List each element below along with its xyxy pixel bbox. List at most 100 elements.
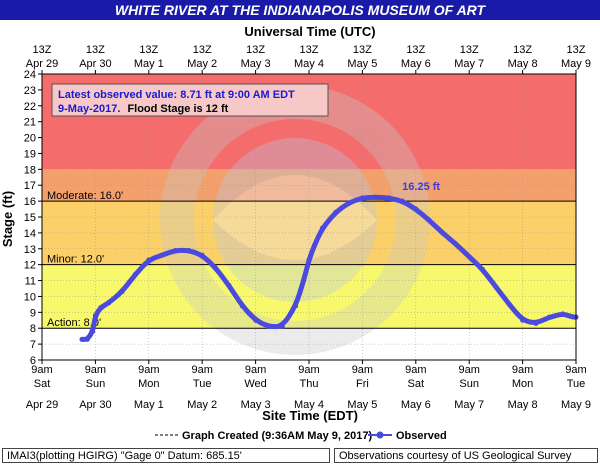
top-tick-date: May 5 xyxy=(347,58,377,70)
top-tick-date: May 2 xyxy=(187,58,217,70)
observed-point xyxy=(79,336,85,342)
top-tick-date: May 8 xyxy=(508,58,538,70)
observed-point xyxy=(319,225,325,231)
y-tick-label: 10 xyxy=(24,291,36,303)
observed-point xyxy=(301,278,307,284)
top-tick-date: May 3 xyxy=(241,58,271,70)
top-axis-title: Universal Time (UTC) xyxy=(244,24,375,39)
observed-point xyxy=(311,243,317,249)
observed-point xyxy=(480,266,486,272)
top-tick-time: 13Z xyxy=(353,44,372,56)
top-tick-date: Apr 30 xyxy=(79,58,111,70)
latest-value-date: 9-May-2017. xyxy=(58,103,120,115)
bottom-tick-time: 9am xyxy=(31,364,52,376)
y-tick-label: 13 xyxy=(24,244,36,256)
y-tick-label: 6 xyxy=(30,355,36,367)
observed-point xyxy=(560,311,566,317)
bottom-tick-time: 9am xyxy=(512,364,533,376)
y-tick-label: 11 xyxy=(25,276,36,288)
observed-point xyxy=(386,195,392,201)
observed-point xyxy=(565,313,571,319)
legend-graph-created: Graph Created (9:36AM May 9, 2017) xyxy=(182,430,372,442)
threshold-label: Moderate: 16.0' xyxy=(47,190,123,202)
top-tick-date: May 1 xyxy=(134,58,164,70)
observed-point xyxy=(520,317,526,323)
chart-title: WHITE RIVER AT THE INDIANAPOLIS MUSEUM O… xyxy=(0,0,600,20)
bottom-tick-date: Apr 29 xyxy=(26,399,58,411)
top-tick-time: 13Z xyxy=(513,44,532,56)
bottom-tick-day: Thu xyxy=(300,378,319,390)
y-tick-label: 12 xyxy=(24,260,36,272)
observed-point xyxy=(333,209,339,215)
top-tick-time: 13Z xyxy=(139,44,158,56)
y-tick-label: 15 xyxy=(24,212,36,224)
observed-point xyxy=(399,198,405,204)
bottom-tick-day: Sun xyxy=(459,378,479,390)
y-tick-label: 14 xyxy=(24,228,36,240)
bottom-tick-time: 9am xyxy=(405,364,426,376)
bottom-tick-day: Fri xyxy=(356,378,369,390)
bottom-tick-day: Sat xyxy=(34,378,51,390)
noaa-seal-watermark xyxy=(160,85,430,355)
observed-point xyxy=(373,194,379,200)
legend-observed: Observed xyxy=(396,430,447,442)
bottom-tick-time: 9am xyxy=(565,364,586,376)
bottom-tick-date: May 1 xyxy=(134,399,164,411)
bottom-tick-date: Apr 30 xyxy=(79,399,111,411)
top-tick-date: Apr 29 xyxy=(26,58,58,70)
y-tick-label: 21 xyxy=(24,117,36,129)
threshold-label: Action: 8.0' xyxy=(47,317,101,329)
observed-point xyxy=(306,257,312,263)
top-tick-time: 13Z xyxy=(33,44,52,56)
y-tick-label: 18 xyxy=(24,164,36,176)
observed-point xyxy=(159,252,165,258)
latest-value-box xyxy=(51,83,329,117)
bottom-tick-day: Tue xyxy=(193,378,212,390)
observed-point xyxy=(226,282,232,288)
footer-courtesy: Observations courtesy of US Geological S… xyxy=(334,448,598,463)
flood-stage-line: 9-May-2017. Flood Stage is 12 ft xyxy=(58,103,229,115)
bottom-tick-day: Mon xyxy=(138,378,159,390)
observed-point xyxy=(346,200,352,206)
latest-value-text: Latest observed value: 8.71 ft at 9:00 A… xyxy=(58,89,295,101)
y-axis-title: Stage (ft) xyxy=(0,191,15,247)
y-tick-label: 22 xyxy=(24,101,36,113)
bottom-tick-time: 9am xyxy=(85,364,106,376)
y-tick-label: 17 xyxy=(24,180,36,192)
bottom-tick-day: Wed xyxy=(244,378,266,390)
observed-point xyxy=(146,257,152,263)
top-tick-time: 13Z xyxy=(193,44,212,56)
observed-point xyxy=(98,305,104,311)
observed-point xyxy=(533,320,539,326)
y-tick-label: 9 xyxy=(30,307,36,319)
top-tick-date: May 6 xyxy=(401,58,431,70)
bottom-tick-day: Sun xyxy=(86,378,106,390)
observed-point xyxy=(266,324,272,330)
bottom-tick-time: 9am xyxy=(352,364,373,376)
top-tick-time: 13Z xyxy=(406,44,425,56)
observed-point xyxy=(506,301,512,307)
observed-point xyxy=(173,247,178,253)
y-tick-label: 7 xyxy=(30,339,36,351)
observed-point xyxy=(239,303,245,309)
footer-datum-info: IMAI3(plotting HGIRG) "Gage 0" Datum: 68… xyxy=(2,448,330,463)
observed-point xyxy=(119,289,125,295)
observed-point xyxy=(440,230,445,236)
bottom-tick-date: May 9 xyxy=(561,399,591,411)
bottom-tick-date: May 4 xyxy=(294,399,324,411)
observed-point xyxy=(279,324,285,330)
top-tick-time: 13Z xyxy=(246,44,265,56)
observed-point xyxy=(413,206,419,212)
legend: Graph Created (9:36AM May 9, 2017) Obser… xyxy=(155,430,447,442)
observed-point xyxy=(359,195,365,201)
observed-point xyxy=(466,254,472,260)
y-tick-label: 8 xyxy=(30,323,36,335)
top-tick-time: 13Z xyxy=(300,44,319,56)
top-tick-time: 13Z xyxy=(86,44,105,56)
bottom-tick-date: May 5 xyxy=(347,399,377,411)
bottom-axis-title: Site Time (EDT) xyxy=(262,408,358,423)
peak-label: 16.25 ft xyxy=(402,181,440,193)
observed-point xyxy=(546,314,552,320)
bottom-tick-time: 9am xyxy=(138,364,159,376)
